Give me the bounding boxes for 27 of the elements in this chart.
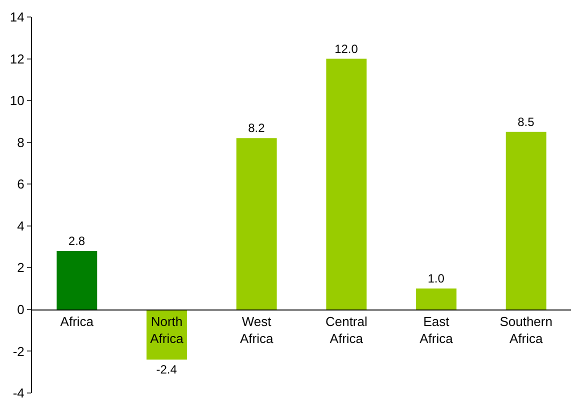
x-tick-label: Africa xyxy=(60,314,94,330)
x-tick-label: Southern Africa xyxy=(500,314,552,346)
data-label: 2.8 xyxy=(68,234,86,248)
data-label: 8.5 xyxy=(518,114,535,129)
y-tick-label: 8 xyxy=(17,134,24,150)
bar xyxy=(56,250,98,310)
y-tick-label: 6 xyxy=(17,176,24,192)
data-label: -2.4 xyxy=(156,362,178,377)
bar xyxy=(416,288,456,310)
y-tick-label: 2 xyxy=(17,260,24,276)
data-label: 1.0 xyxy=(428,272,445,286)
x-tick-label: West Africa xyxy=(240,314,274,346)
data-label: 8.2 xyxy=(248,121,266,136)
x-tick-label: East Africa xyxy=(420,314,454,346)
x-tick-label: North Africa xyxy=(150,314,184,346)
bar xyxy=(326,58,367,310)
y-tick-label: 14 xyxy=(10,10,24,25)
bar xyxy=(236,138,277,310)
y-tick-label: 4 xyxy=(17,218,24,234)
bar xyxy=(506,132,546,310)
data-label: 12.0 xyxy=(334,42,358,56)
y-tick-label: 0 xyxy=(17,302,24,317)
y-tick-label: -4 xyxy=(12,386,24,401)
x-tick-label: Central Africa xyxy=(325,314,368,346)
y-tick-label: 10 xyxy=(10,93,24,108)
y-tick-label: -2 xyxy=(12,344,24,359)
y-tick-label: 12 xyxy=(10,51,24,66)
